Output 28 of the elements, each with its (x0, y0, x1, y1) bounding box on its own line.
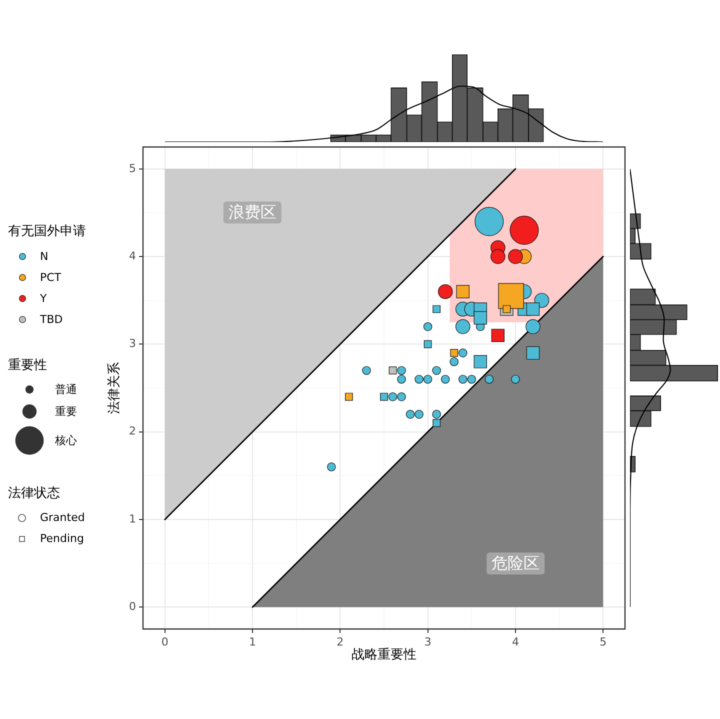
annotation: 浪费区 (228, 202, 276, 222)
legend-label: N (40, 250, 48, 262)
y-tick-label: 0 (129, 600, 136, 613)
x-tick-label: 4 (512, 635, 519, 648)
x-tick-label: 1 (249, 635, 256, 648)
x-tick-label: 0 (161, 635, 168, 648)
text: Granted (40, 511, 85, 524)
legend-label: Y (40, 292, 47, 304)
legend-title: 有无国外申请 (8, 223, 86, 241)
text: 法律状态 (8, 484, 61, 503)
y-tick-label: 4 (129, 249, 136, 262)
y-tick-label: 3 (129, 337, 136, 350)
y-axis-title: 法律关系 (107, 362, 122, 414)
legend-label: 核心 (55, 432, 77, 448)
y-tick-label: 1 (129, 512, 136, 526)
y-tick-label: 2 (129, 424, 136, 438)
legend-label: PCT (40, 270, 62, 284)
text: 重要性 (8, 357, 48, 375)
legend-label: 重要 (55, 404, 77, 419)
annotation: 危险区 (492, 554, 540, 573)
x-tick-label: 2 (336, 635, 344, 648)
x-tick-label: 5 (600, 635, 607, 648)
legend-label: TBD (40, 312, 63, 326)
text: Pending (40, 532, 84, 546)
x-tick-label: 3 (424, 635, 432, 648)
y-tick-label: 5 (129, 162, 136, 175)
legend-label: 普通 (55, 382, 77, 396)
x-axis-title: 战略重要性 (352, 648, 416, 663)
